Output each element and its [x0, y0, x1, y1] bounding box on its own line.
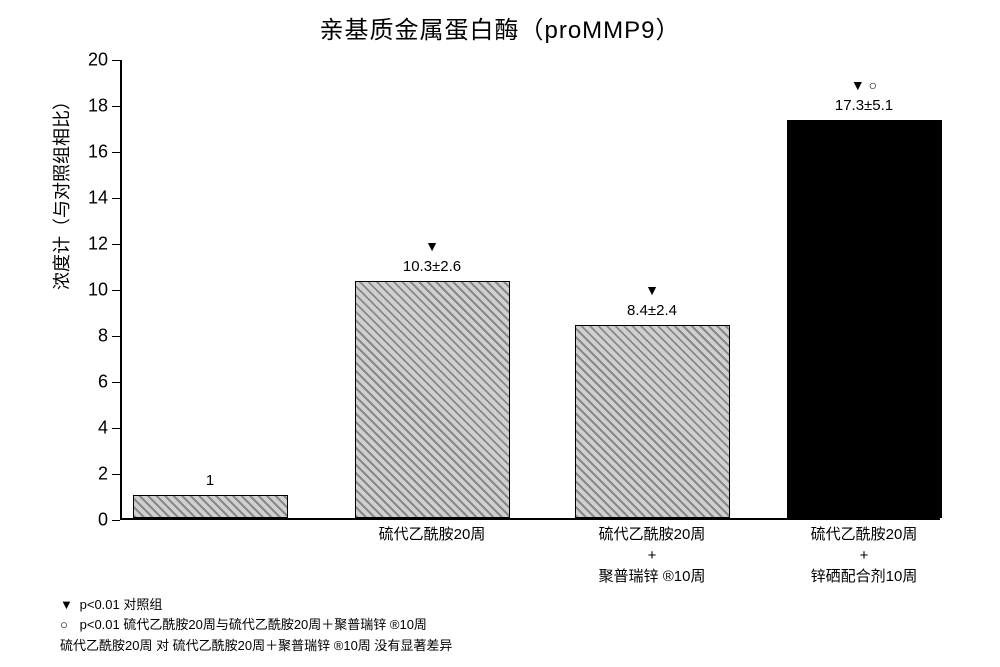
- x-tick-label: 硫代乙酰胺20周: [342, 524, 522, 545]
- y-tick: [112, 60, 120, 61]
- y-tick: [112, 336, 120, 337]
- bar-value-label: 8.4±2.4: [627, 302, 677, 319]
- y-tick-label: 10: [88, 280, 108, 301]
- footnote-text: p<0.01 对照组: [80, 597, 163, 612]
- bar-group: 10.3±2.6▼: [355, 281, 510, 518]
- y-tick-label: 6: [98, 372, 108, 393]
- x-tick-label: 硫代乙酰胺20周+聚普瑞锌 ®10周: [562, 524, 742, 587]
- footnote-text: p<0.01 硫代乙酰胺20周与硫代乙酰胺20周＋聚普瑞锌 ®10周: [80, 617, 427, 632]
- y-tick-label: 4: [98, 418, 108, 439]
- bar: 1: [133, 495, 288, 518]
- footnote-line-2: ○ p<0.01 硫代乙酰胺20周与硫代乙酰胺20周＋聚普瑞锌 ®10周: [60, 615, 452, 636]
- bar-value-label: 1: [206, 472, 214, 489]
- y-tick: [112, 428, 120, 429]
- bar: 8.4±2.4▼: [575, 325, 730, 518]
- y-tick: [112, 198, 120, 199]
- bar-group: 8.4±2.4▼: [575, 325, 730, 518]
- y-tick-label: 12: [88, 234, 108, 255]
- y-tick: [112, 474, 120, 475]
- plot-area: 02468101214161820110.3±2.6▼硫代乙酰胺20周8.4±2…: [120, 60, 940, 520]
- significance-markers: ▼ ○: [851, 77, 877, 93]
- bar-value-label: 17.3±5.1: [835, 97, 893, 114]
- footnote-text: 硫代乙酰胺20周 对 硫代乙酰胺20周＋聚普瑞锌 ®10周 没有显著差异: [60, 638, 452, 653]
- chart-title: 亲基质金属蛋白酶（proMMP9）: [0, 0, 1000, 45]
- circle-icon: ○: [60, 615, 76, 636]
- y-tick: [112, 290, 120, 291]
- footnote-line-3: 硫代乙酰胺20周 对 硫代乙酰胺20周＋聚普瑞锌 ®10周 没有显著差异: [60, 636, 452, 657]
- bar-value-label: 10.3±2.6: [403, 258, 461, 275]
- y-tick-label: 8: [98, 326, 108, 347]
- y-tick: [112, 382, 120, 383]
- x-tick-label: 硫代乙酰胺20周+锌硒配合剂10周: [774, 524, 954, 587]
- bar-group: 17.3±5.1▼ ○: [787, 120, 942, 518]
- y-tick: [112, 520, 120, 521]
- y-axis-label: 浓度计（与对照组相比）: [48, 92, 74, 290]
- significance-markers: ▼: [645, 282, 659, 298]
- significance-markers: ▼: [425, 238, 439, 254]
- y-tick-label: 0: [98, 510, 108, 531]
- y-tick-label: 16: [88, 142, 108, 163]
- y-tick-label: 14: [88, 188, 108, 209]
- y-tick: [112, 106, 120, 107]
- y-tick: [112, 152, 120, 153]
- footnotes: ▼ p<0.01 对照组 ○ p<0.01 硫代乙酰胺20周与硫代乙酰胺20周＋…: [60, 595, 452, 657]
- y-tick-label: 20: [88, 50, 108, 71]
- bar: 17.3±5.1▼ ○: [787, 120, 942, 518]
- y-tick: [112, 244, 120, 245]
- y-tick-label: 2: [98, 464, 108, 485]
- y-tick-label: 18: [88, 96, 108, 117]
- triangle-down-icon: ▼: [60, 595, 76, 616]
- footnote-line-1: ▼ p<0.01 对照组: [60, 595, 452, 616]
- bar-group: 1: [133, 495, 288, 518]
- bar: 10.3±2.6▼: [355, 281, 510, 518]
